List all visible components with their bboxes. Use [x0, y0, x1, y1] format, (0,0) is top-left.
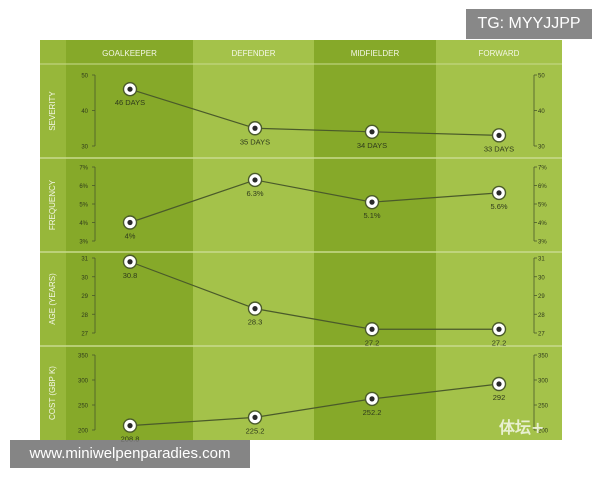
tick-label-right: 7%	[538, 166, 547, 172]
tick-label-right: 28	[538, 313, 545, 319]
data-label: 28.3	[248, 318, 263, 327]
source-url-banner[interactable]: www.miniwelpenparadies.com	[10, 440, 250, 468]
tick-label-right: 300	[538, 379, 549, 385]
header-forward: FORWARD	[479, 49, 520, 58]
tick-label-left: 27	[81, 332, 88, 338]
series-line-frequency	[129, 179, 500, 224]
tick-label-right: 5%	[538, 203, 547, 209]
tick-label-right: 31	[538, 257, 545, 263]
ylabel-severity: SEVERITY	[48, 91, 57, 131]
tick-label-right: 30	[538, 275, 545, 281]
tick-label-right: 27	[538, 332, 545, 338]
data-label: 30.8	[123, 271, 138, 280]
football-icon	[127, 259, 133, 265]
tick-label-right: 4%	[538, 221, 547, 227]
football-icon	[496, 326, 502, 332]
football-icon	[127, 219, 133, 226]
football-icon	[496, 190, 502, 196]
y-label-strip	[40, 40, 66, 440]
tick-label-left: 200	[78, 429, 89, 435]
data-label: 292	[493, 393, 506, 402]
tick-label-left: 5%	[79, 203, 88, 209]
data-label: 35 DAYS	[240, 137, 270, 146]
series-line-severity	[129, 88, 500, 136]
tick-label-left: 250	[78, 404, 89, 410]
data-label: 46 DAYS	[115, 98, 145, 107]
tick-label-right: 250	[538, 404, 549, 410]
tick-label-left: 30	[81, 145, 88, 151]
tick-label-left: 3%	[79, 240, 88, 246]
header-defender: DEFENDER	[231, 49, 275, 58]
tick-label-right: 50	[538, 74, 545, 80]
tick-label-right: 350	[538, 354, 549, 360]
data-label: 5.1%	[363, 211, 380, 220]
column-bg-midfielder	[314, 40, 436, 440]
tick-label-right: 40	[538, 109, 545, 115]
football-icon	[127, 86, 133, 92]
football-icon	[369, 129, 375, 135]
ylabel-age-years: AGE (YEARS)	[48, 273, 57, 325]
data-label: 252.2	[363, 408, 382, 417]
tick-label-right: 29	[538, 294, 545, 300]
tick-label-left: 4%	[79, 221, 88, 227]
data-label: 5.6%	[490, 202, 507, 211]
data-label: 27.2	[365, 338, 380, 347]
football-icon	[369, 396, 375, 402]
telegram-tag: TG: MYYJJPP	[466, 9, 592, 39]
series-line-age-years	[129, 261, 499, 330]
tick-label-right: 200	[538, 429, 549, 435]
football-icon	[252, 177, 258, 183]
tick-label-left: 40	[81, 109, 88, 115]
series-line-cost-gbp-k	[129, 383, 500, 427]
football-icon	[127, 423, 133, 429]
football-icon	[252, 306, 258, 312]
tick-label-left: 28	[81, 313, 88, 319]
tick-label-left: 350	[78, 354, 89, 360]
tick-label-right: 6%	[538, 184, 547, 190]
data-label: 225.2	[246, 426, 265, 435]
football-icon	[496, 381, 502, 387]
data-label: 208.8	[121, 435, 140, 444]
data-label: 6.3%	[246, 189, 263, 198]
football-icon	[252, 414, 258, 420]
ylabel-frequency: FREQUENCY	[48, 179, 57, 230]
football-icon	[369, 326, 375, 332]
football-icon	[496, 132, 502, 138]
header-midfielder: MIDFIELDER	[351, 49, 400, 58]
ylabel-cost-gbp-k: COST (GBP K)	[48, 366, 57, 420]
tick-label-left: 31	[81, 257, 88, 263]
football-icon	[252, 125, 258, 131]
column-bg-forward	[436, 40, 562, 440]
tick-label-left: 50	[81, 74, 88, 80]
tick-label-left: 30	[81, 275, 88, 281]
column-bg-defender	[193, 40, 314, 440]
tick-label-left: 7%	[79, 166, 88, 172]
header-goalkeeper: GOALKEEPER	[102, 49, 157, 58]
data-label: 33 DAYS	[484, 144, 514, 153]
tick-label-right: 3%	[538, 240, 547, 246]
titan-watermark: 体坛+	[499, 418, 545, 437]
data-label: 4%	[125, 232, 136, 241]
tick-label-right: 30	[538, 145, 545, 151]
tick-label-left: 6%	[79, 184, 88, 190]
column-bg-goalkeeper	[66, 40, 193, 440]
tick-label-left: 300	[78, 379, 89, 385]
football-icon	[369, 199, 375, 205]
tick-label-left: 29	[81, 294, 88, 300]
data-label: 27.2	[492, 338, 507, 347]
data-label: 34 DAYS	[357, 141, 387, 150]
